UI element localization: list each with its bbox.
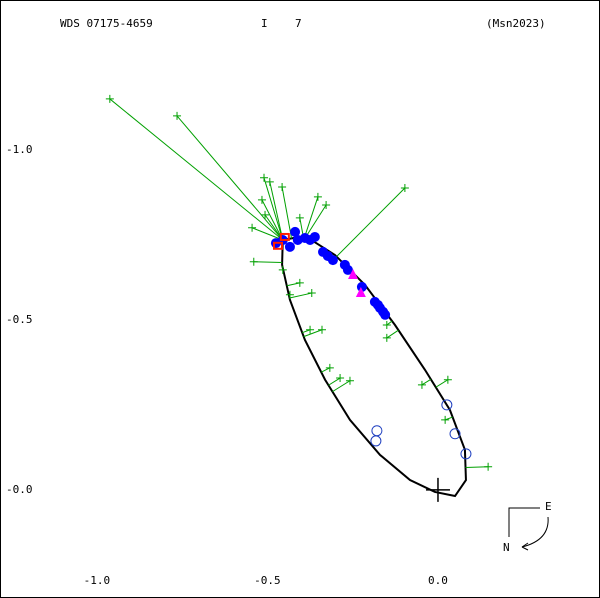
measure-plus bbox=[257, 195, 266, 204]
measure-plus bbox=[105, 94, 114, 103]
residual bbox=[305, 204, 327, 237]
measure-plus bbox=[278, 182, 287, 191]
measure-plus bbox=[295, 278, 304, 287]
measure-plus bbox=[382, 321, 391, 330]
measure-ring bbox=[449, 428, 461, 440]
measure-plus bbox=[265, 177, 274, 186]
x-tick-label: -1.0 bbox=[84, 574, 111, 587]
measure-plus bbox=[382, 333, 391, 342]
residual bbox=[328, 377, 341, 386]
residual bbox=[263, 177, 284, 241]
measure-dot bbox=[290, 226, 301, 237]
residual bbox=[109, 98, 284, 241]
x-tick-label: -0.5 bbox=[254, 574, 281, 587]
measure-plus bbox=[417, 380, 426, 389]
y-tick-label: -0.0 bbox=[6, 483, 33, 496]
residual bbox=[253, 261, 283, 264]
measure-plus bbox=[318, 325, 327, 334]
measure-plus bbox=[443, 375, 452, 384]
measure-ring bbox=[460, 448, 472, 460]
measure-plus bbox=[307, 289, 316, 298]
arrow-head bbox=[521, 542, 529, 551]
measure-ring bbox=[370, 435, 382, 447]
measure-plus bbox=[400, 184, 409, 193]
residual bbox=[321, 367, 331, 373]
x-tick-label: 0.0 bbox=[428, 574, 448, 587]
measure-square bbox=[272, 241, 283, 250]
residual bbox=[303, 329, 323, 338]
residual bbox=[176, 115, 284, 241]
measure-plus bbox=[484, 462, 493, 471]
measure-plus bbox=[345, 376, 354, 385]
measure-plus bbox=[306, 325, 315, 334]
residual bbox=[421, 378, 432, 386]
measure-triangle bbox=[355, 287, 366, 298]
residual bbox=[386, 329, 399, 339]
y-tick-label: -0.5 bbox=[6, 313, 33, 326]
measure-plus bbox=[285, 290, 294, 299]
measure-plus bbox=[173, 111, 182, 120]
measure-plus bbox=[278, 265, 287, 274]
measure-plus bbox=[313, 192, 322, 201]
residual bbox=[261, 199, 284, 241]
residual bbox=[269, 181, 284, 241]
residual bbox=[332, 380, 351, 393]
compass-axes bbox=[508, 507, 540, 537]
measure-plus bbox=[249, 257, 258, 266]
residual bbox=[281, 186, 293, 239]
residual bbox=[264, 214, 284, 241]
compass: E N bbox=[503, 500, 552, 554]
measure-plus bbox=[261, 210, 270, 219]
measure-plus bbox=[248, 223, 257, 232]
measure-dot bbox=[327, 255, 338, 266]
residual bbox=[336, 187, 406, 257]
measure-dot bbox=[284, 241, 295, 252]
north-label: N bbox=[503, 541, 510, 554]
measure-dot bbox=[309, 231, 320, 242]
measure-dot bbox=[356, 281, 367, 292]
measure-plus bbox=[322, 200, 331, 209]
measure-square bbox=[279, 232, 290, 241]
measure-dot bbox=[380, 309, 391, 320]
measure-plus bbox=[336, 374, 345, 383]
east-label: E bbox=[545, 500, 552, 513]
residual bbox=[435, 379, 449, 388]
code: 7 bbox=[295, 17, 302, 30]
measure-plus bbox=[325, 363, 334, 372]
compass-arrow bbox=[521, 516, 549, 548]
measure-plus bbox=[441, 415, 450, 424]
residual bbox=[299, 217, 304, 237]
measure-triangle bbox=[348, 269, 359, 280]
y-tick-label: -1.0 bbox=[6, 143, 33, 156]
residual bbox=[251, 227, 283, 241]
measure-ring bbox=[441, 399, 453, 411]
measure-plus bbox=[295, 213, 304, 222]
code: I bbox=[261, 17, 268, 30]
star-name: WDS 07175-4659 bbox=[60, 17, 153, 30]
measure-dot bbox=[342, 264, 353, 275]
reference: (Msn2023) bbox=[486, 17, 546, 30]
measure-plus bbox=[260, 173, 269, 182]
residual bbox=[289, 292, 312, 299]
residual bbox=[304, 196, 319, 237]
residual bbox=[386, 320, 393, 326]
